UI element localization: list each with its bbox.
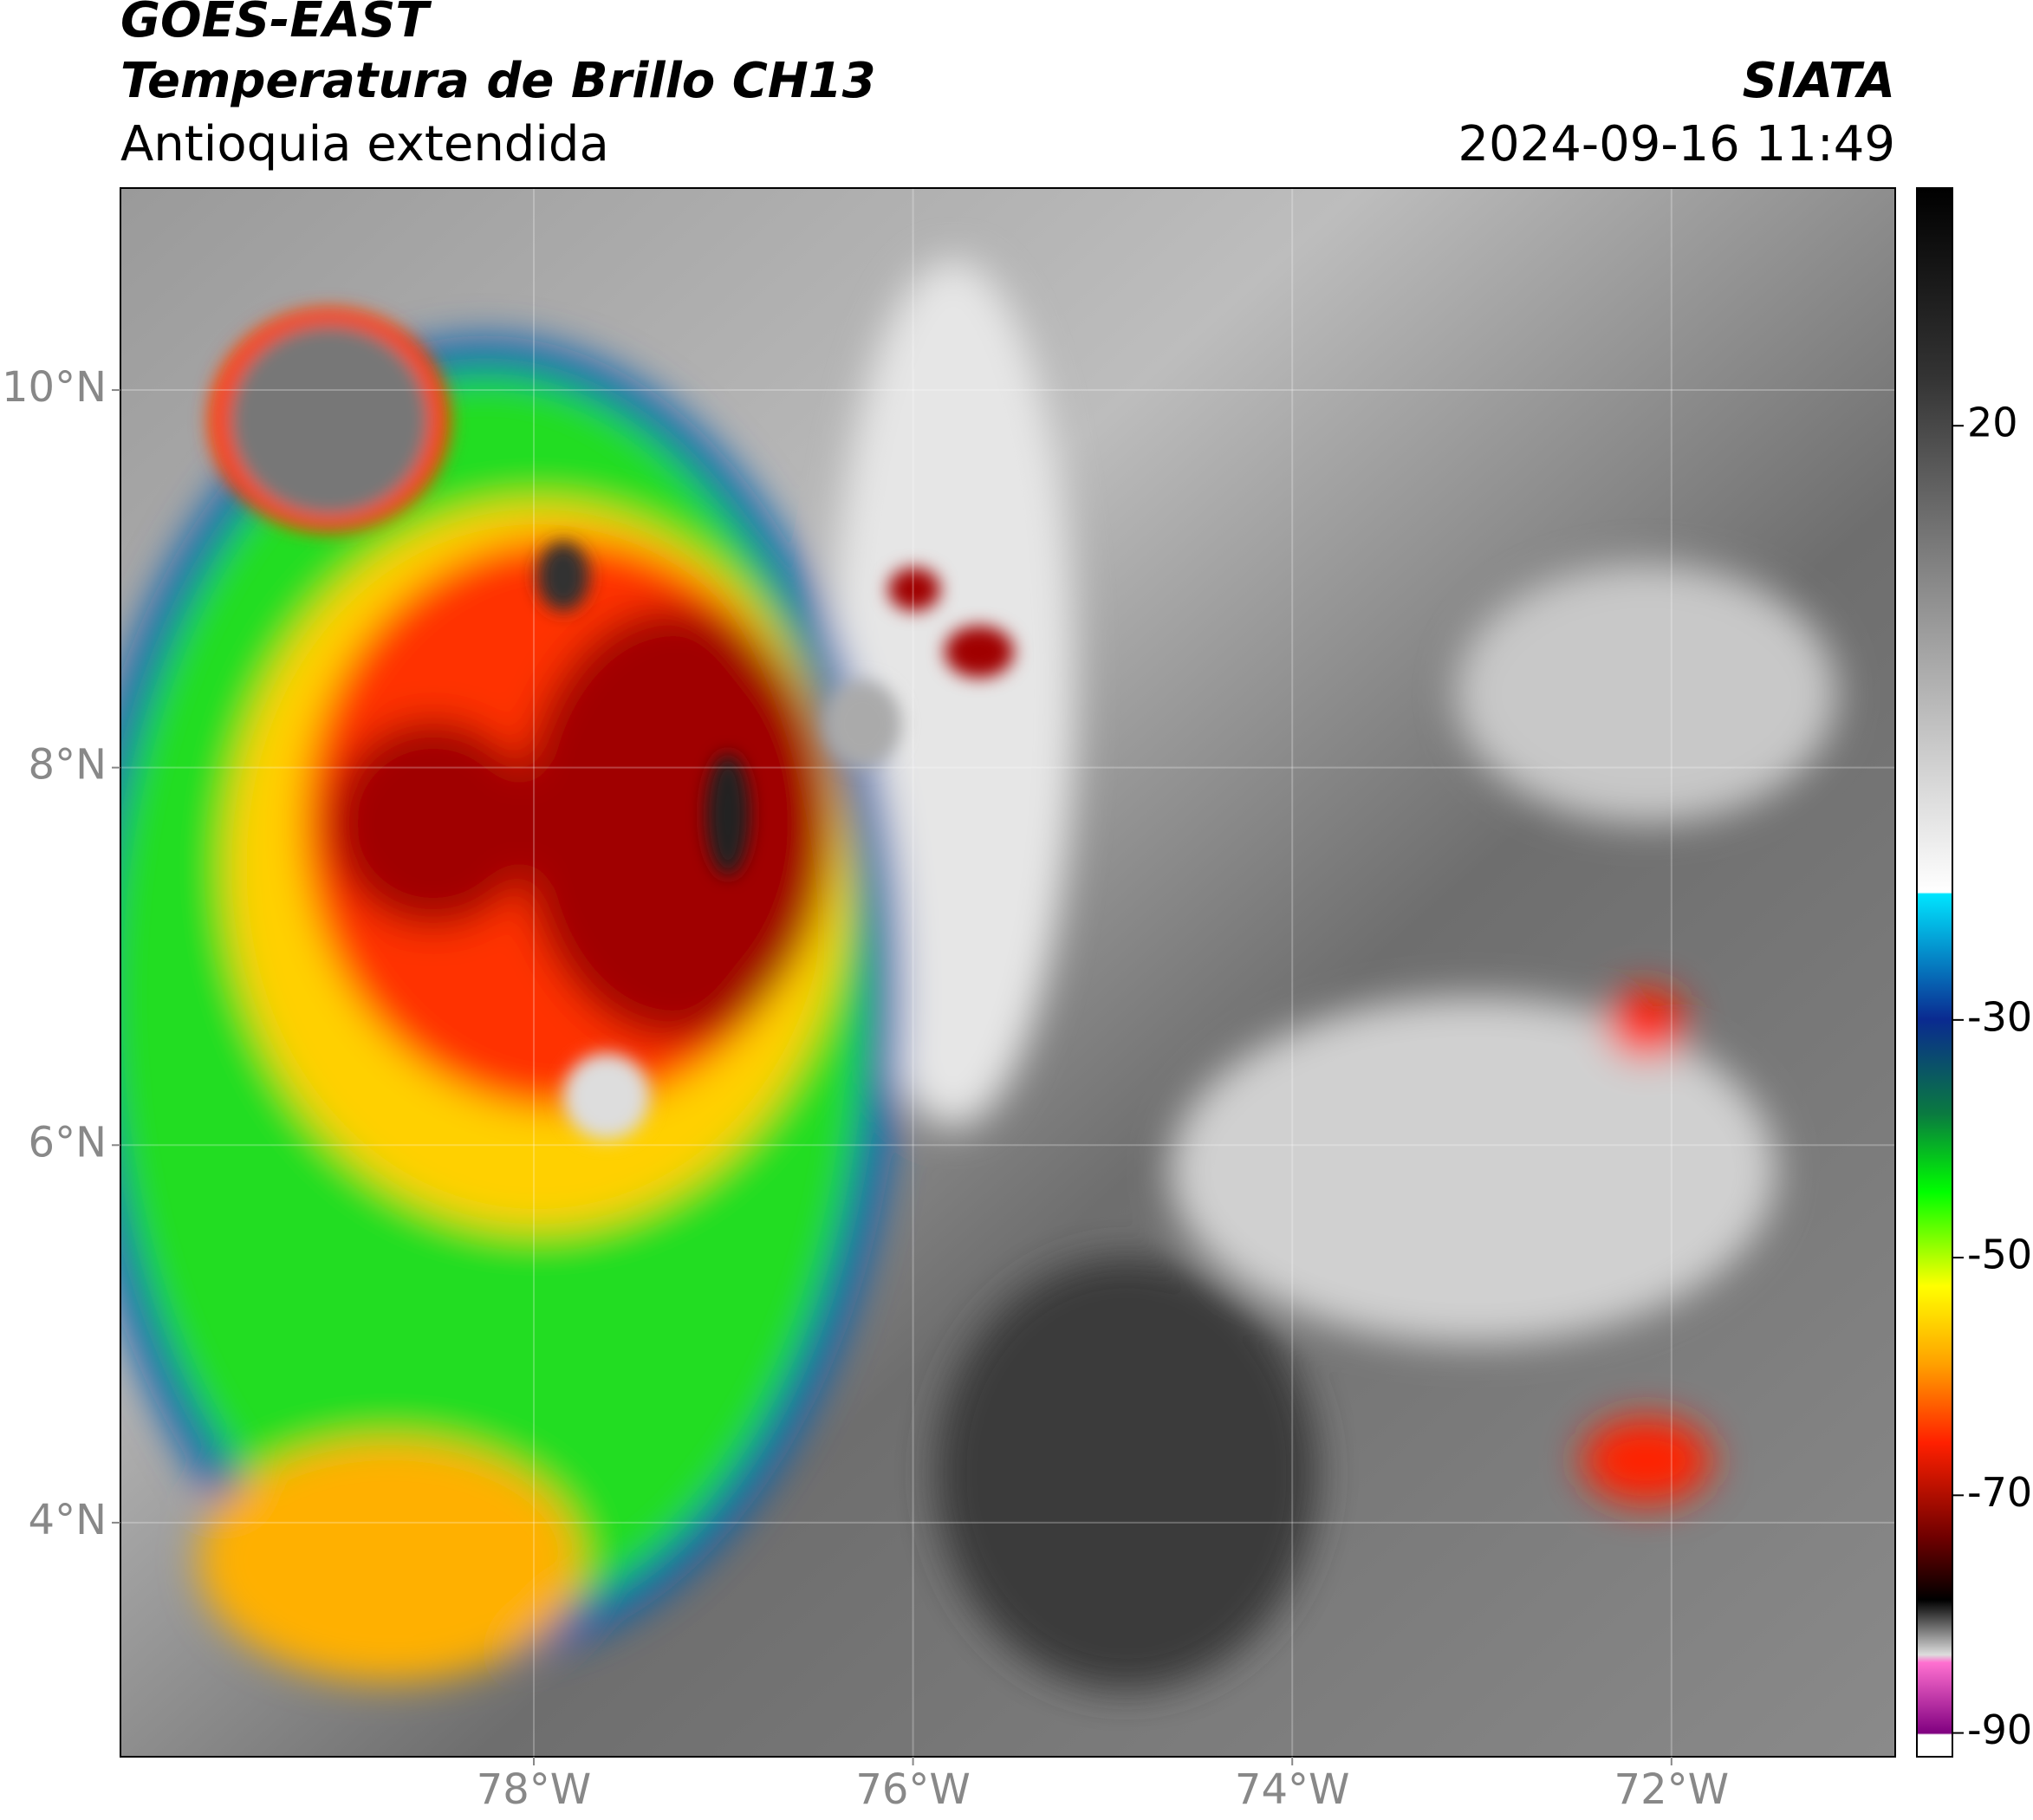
satellite-image <box>120 188 1895 1757</box>
region: Antioquia extendida <box>120 116 609 172</box>
x-tick-label: 74°W <box>1235 1765 1350 1814</box>
x-tick-label: 72°W <box>1614 1765 1730 1814</box>
graticule <box>120 188 1895 1757</box>
y-tick-label: 4°N <box>29 1496 107 1544</box>
colorbar-tick-label: 20 <box>1967 400 2018 446</box>
colorbar-tick-label: -50 <box>1967 1232 2032 1278</box>
colorbar-tick-label: -70 <box>1967 1469 2032 1516</box>
map-frame <box>120 187 1896 1758</box>
y-tick-label: 8°N <box>29 741 107 790</box>
y-tick-label: 10°N <box>2 363 107 412</box>
subtitle: Temperatura de Brillo CH13 <box>120 53 876 109</box>
x-tick-label: 76°W <box>855 1765 971 1814</box>
x-tick-label: 78°W <box>477 1765 592 1814</box>
source: SIATA <box>1743 53 1895 109</box>
title: GOES-EAST <box>120 0 432 49</box>
datetime: 2024-09-16 11:49 <box>1458 116 1895 172</box>
colorbar-tick-label: -30 <box>1967 993 2032 1040</box>
colorbar-tick-label: -90 <box>1967 1706 2032 1753</box>
colorbar <box>1916 187 1953 1758</box>
y-tick-label: 6°N <box>29 1118 107 1167</box>
